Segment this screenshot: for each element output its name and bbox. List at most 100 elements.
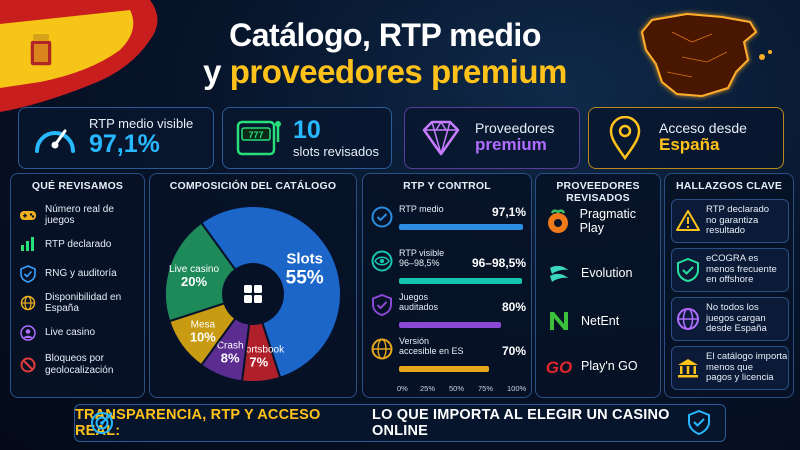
finding-item: eCOGRA es menos frecuente en offshore <box>671 248 789 292</box>
pie-value-label: 8% <box>221 351 240 366</box>
title-line-2-prefix: y <box>203 52 230 90</box>
panel-hallazgos: HALLAZGOS CLAVE RTP declarado no garanti… <box>664 173 794 398</box>
globe-icon <box>19 294 37 312</box>
finding-item: No todos los juegos cargan desde España <box>671 297 789 341</box>
block-icon <box>19 356 37 374</box>
rtp-row: RTP medio 97,1% <box>371 204 526 234</box>
kpi-acceso-label: Acceso desde <box>659 119 747 136</box>
rtp-row-label: Versión accesible en ES <box>399 336 464 357</box>
provider-name: Evolution <box>581 266 633 280</box>
pragmatic-logo-icon <box>544 206 573 236</box>
title-highlight: proveedores premium <box>229 52 568 90</box>
provider-name: Play'n GO <box>581 359 638 373</box>
kpi-proveedores-label: Proveedores <box>475 119 555 136</box>
pie-category-label: Crash <box>217 341 244 352</box>
hallazgos-heading: HALLAZGOS CLAVE <box>675 180 783 192</box>
playngo-logo-icon: GO <box>544 351 574 381</box>
globe-icon <box>677 308 699 330</box>
bank-icon <box>678 359 698 378</box>
evolution-logo-icon <box>544 258 574 288</box>
title-line-2: y proveedores premium <box>150 52 620 91</box>
axis-tick-label: 25% <box>420 384 436 393</box>
que-revisamos-heading: QUÉ REVISAMOS <box>31 180 124 192</box>
list-item-label: RNG y auditoría <box>45 268 117 280</box>
page-title: Catálogo, RTP medio y proveedores premiu… <box>150 17 620 91</box>
eye-icon <box>371 250 393 272</box>
rtp-row-value: 96–98,5% <box>471 256 526 270</box>
rtp-bar <box>399 322 501 328</box>
list-item: Número real de juegos <box>19 200 144 230</box>
pie-value-label: 10% <box>190 329 216 344</box>
kpi-slots-label: slots revisados <box>293 143 379 159</box>
rtp-bar <box>399 366 489 372</box>
provider-evolution: Evolution <box>544 256 632 290</box>
check-badge-icon <box>371 206 393 228</box>
provider-name: Pragmatic Play <box>579 207 636 235</box>
rtp-row-label: Juegos auditados <box>399 292 439 313</box>
spain-map-icon <box>632 2 782 107</box>
diamond-icon <box>415 115 467 161</box>
axis-tick-label: 75% <box>478 384 494 393</box>
kpi-rtp-value: 97,1% <box>89 130 160 159</box>
gamepad-icon <box>19 206 37 224</box>
list-item: Bloqueos por geolocalización <box>19 348 144 382</box>
list-item: RNG y auditoría <box>19 259 144 289</box>
provider-playngo: GO Play'n GO <box>544 349 638 383</box>
grid-icon <box>244 285 262 303</box>
list-item-label: Disponibilidad en España <box>45 292 122 315</box>
kpi-slots-value: 10 <box>293 116 321 145</box>
provider-pragmatic: Pragmatic Play <box>544 204 660 238</box>
slot-machine-icon: 777 <box>233 115 285 161</box>
location-pin-icon <box>599 115 651 161</box>
warning-icon <box>676 210 700 231</box>
kpi-rtp-medio: RTP medio visible 97,1% <box>18 107 214 169</box>
finding-item: El catálogo importa menos que pagos y li… <box>671 346 789 390</box>
pie-category-label: Sportsbook <box>234 345 286 356</box>
kpi-proveedores: Proveedores premium <box>404 107 580 169</box>
shield-check-icon <box>371 293 393 317</box>
shield-check-icon <box>688 410 710 436</box>
proveedores-heading: PROVEEDORES REVISADOS <box>556 180 640 204</box>
rtp-control-heading: RTP Y CONTROL <box>403 180 491 192</box>
composicion-heading: COMPOSICIÓN DEL CATÁLOGO <box>169 180 337 192</box>
axis-tick-label: 0% <box>397 384 408 393</box>
rtp-row: Versión accesible en ES 70% <box>371 336 526 372</box>
rtp-axis: 0% 25% 50% 75% 100% <box>397 384 527 396</box>
title-line-1: Catálogo, RTP medio <box>229 17 541 53</box>
panel-que-revisamos: QUÉ REVISAMOS Número real de juegos RTP … <box>10 173 145 398</box>
bar-chart-icon <box>19 235 37 253</box>
list-item: Disponibilidad en España <box>19 289 144 319</box>
kpi-slots-revisados: 777 10 slots revisados <box>222 107 392 169</box>
rtp-row-label: RTP visible 96–98,5% <box>399 248 445 269</box>
list-item-label: Número real de juegos <box>45 203 114 226</box>
pie-slice-live-casino <box>164 221 237 323</box>
kpi-proveedores-value: premium <box>475 135 547 155</box>
provider-name: NetEnt <box>581 314 620 328</box>
pie-category-label: Slots <box>286 251 323 268</box>
globe-icon <box>371 338 393 360</box>
kpi-rtp-label: RTP medio visible <box>89 116 194 132</box>
banner-part-1: TRANSPARENCIA, RTP Y ACCESO REAL: <box>75 407 321 439</box>
shield-check-icon <box>677 258 699 282</box>
banner-part-2: LO QUE IMPORTA AL ELEGIR UN CASINO ONLIN… <box>372 407 670 439</box>
panel-rtp-control: RTP Y CONTROL RTP medio 97,1% RTP visible … <box>362 173 532 398</box>
spain-flag <box>0 0 210 115</box>
rtp-bar <box>399 278 522 284</box>
pie-value-label: 55% <box>286 268 324 289</box>
rtp-row-value: 80% <box>501 300 526 314</box>
finding-item: RTP declarado no garantiza resultado <box>671 199 789 243</box>
netent-logo-icon <box>544 306 574 336</box>
pie-value-label: 20% <box>181 274 207 289</box>
shield-check-icon <box>19 264 37 283</box>
dealer-icon <box>19 324 37 342</box>
que-revisamos-list: Número real de juegos RTP declarado RNG … <box>19 200 144 382</box>
rtp-row-value: 97,1% <box>491 205 526 219</box>
rtp-row: RTP visible 96–98,5% 96–98,5% <box>371 248 526 284</box>
kpi-acceso: Acceso desde España <box>588 107 784 169</box>
list-item-label: Bloqueos por geolocalización <box>45 352 114 376</box>
pie-value-label: 7% <box>249 355 268 370</box>
provider-netent: NetEnt <box>544 304 619 338</box>
svg-text:777: 777 <box>248 130 263 140</box>
rtp-bar <box>399 224 523 230</box>
list-item: RTP declarado <box>19 230 144 260</box>
